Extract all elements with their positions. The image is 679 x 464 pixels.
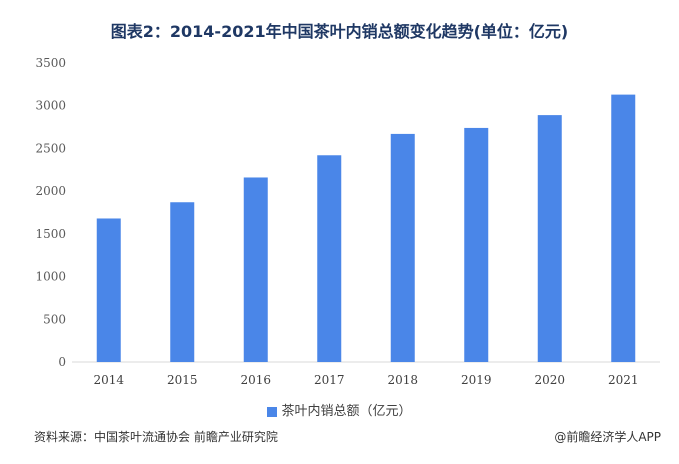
y-tick-label: 2000 bbox=[35, 184, 66, 198]
y-axis: 0 500 1000 1500 2000 2500 3000 3500 bbox=[35, 56, 66, 369]
bar-2020 bbox=[537, 115, 562, 363]
bar-2015 bbox=[170, 202, 195, 362]
bars-group bbox=[96, 94, 636, 363]
y-tick-label: 0 bbox=[58, 355, 66, 369]
y-tick-label: 3000 bbox=[35, 99, 66, 113]
x-tick-label: 2016 bbox=[240, 373, 271, 387]
legend-swatch bbox=[267, 406, 278, 417]
legend: 茶叶内销总额（亿元） bbox=[0, 400, 679, 419]
bar-2018 bbox=[390, 133, 415, 362]
bar-2021 bbox=[611, 94, 636, 362]
source-note: 资料来源：中国茶叶流通协会 前瞻产业研究院 bbox=[34, 430, 278, 444]
brand-credit: @前瞻经济学人APP bbox=[554, 430, 661, 444]
x-tick-label: 2017 bbox=[314, 373, 345, 387]
x-tick-label: 2020 bbox=[534, 373, 565, 387]
legend-label: 茶叶内销总额（亿元） bbox=[281, 404, 412, 419]
y-tick-label: 500 bbox=[43, 312, 66, 326]
x-tick-label: 2014 bbox=[93, 373, 124, 387]
bar-2017 bbox=[317, 155, 342, 362]
x-tick-label: 2019 bbox=[461, 373, 492, 387]
chart-title: 图表2：2014-2021年中国茶叶内销总额变化趋势(单位：亿元) bbox=[110, 22, 569, 41]
y-tick-label: 3500 bbox=[35, 56, 66, 70]
bar-2014 bbox=[96, 218, 121, 362]
x-tick-label: 2018 bbox=[387, 373, 418, 387]
bar-2016 bbox=[243, 177, 268, 362]
x-tick-label: 2015 bbox=[167, 373, 198, 387]
bar-2019 bbox=[464, 127, 489, 362]
y-tick-label: 2500 bbox=[35, 141, 66, 155]
x-axis: 2014 2015 2016 2017 2018 2019 2020 2021 bbox=[93, 373, 638, 387]
x-tick-label: 2021 bbox=[608, 373, 639, 387]
y-tick-label: 1500 bbox=[35, 227, 66, 241]
y-tick-label: 1000 bbox=[35, 270, 66, 284]
